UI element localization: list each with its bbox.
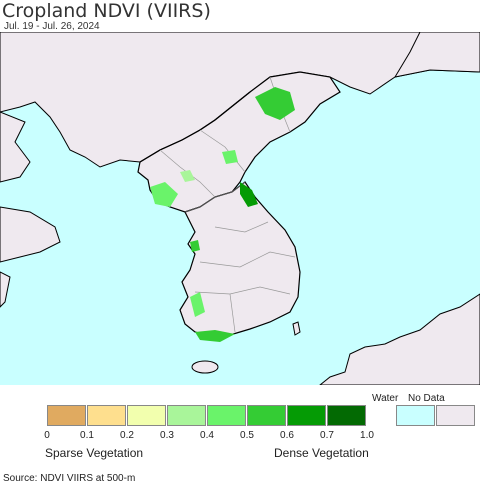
map-title: Cropland NDVI (VIIRS) xyxy=(2,0,211,22)
japan-landmass xyxy=(319,293,480,385)
south-korea xyxy=(179,181,301,338)
russia-landmass xyxy=(393,32,480,78)
legend-swatches xyxy=(47,405,476,427)
legend-dense-label: Dense Vegetation xyxy=(274,446,369,460)
jeju-island xyxy=(191,360,219,374)
legend-swatch-3 xyxy=(167,405,206,426)
legend-swatch-2 xyxy=(127,405,166,426)
map-panel[interactable] xyxy=(0,32,480,385)
legend-tick-2: 0.2 xyxy=(120,430,134,441)
legend-tick-1: 0.1 xyxy=(80,430,94,441)
legend-tick-6: 0.6 xyxy=(280,430,294,441)
legend-swatch-1 xyxy=(87,405,126,426)
china-southwest-coast xyxy=(0,271,11,308)
source-note: Source: NDVI VIIRS at 500-m xyxy=(3,473,136,484)
legend-swatch-nodata xyxy=(436,405,475,426)
tsushima-island xyxy=(292,321,301,336)
legend-swatch-5 xyxy=(247,405,286,426)
vegetation-patches xyxy=(150,87,295,342)
shandong-peninsula xyxy=(0,206,61,263)
legend-swatch-0 xyxy=(47,405,86,426)
legend-water-label: Water xyxy=(372,393,399,404)
liaodong-peninsula xyxy=(0,111,31,183)
legend-tick-5: 0.5 xyxy=(240,430,254,441)
legend: Water No Data 0 0.1 0.2 0.3 0.4 0.5 0.6 … xyxy=(0,385,480,470)
legend-tick-3: 0.3 xyxy=(160,430,174,441)
legend-swatch-water xyxy=(396,405,435,426)
legend-swatch-4 xyxy=(207,405,246,426)
legend-tick-7: 0.7 xyxy=(320,430,334,441)
legend-sparse-label: Sparse Vegetation xyxy=(45,446,144,460)
legend-nodata-label: No Data xyxy=(408,393,445,404)
legend-swatch-7 xyxy=(327,405,366,426)
legend-tick-0: 0 xyxy=(44,430,50,441)
map-date-range: Jul. 19 - Jul. 26, 2024 xyxy=(4,21,100,32)
legend-tick-4: 0.4 xyxy=(200,430,214,441)
legend-swatch-6 xyxy=(287,405,326,426)
legend-tick-8: 1.0 xyxy=(360,430,374,441)
map-canvas xyxy=(0,32,480,385)
